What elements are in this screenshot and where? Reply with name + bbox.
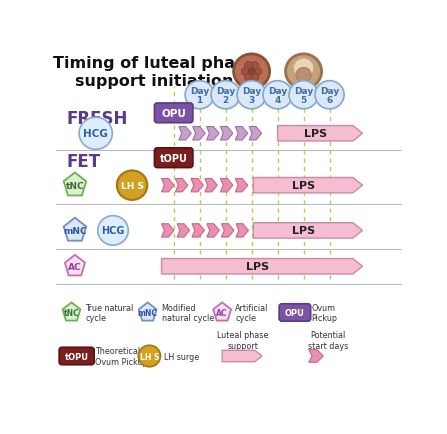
- Polygon shape: [192, 224, 204, 237]
- FancyBboxPatch shape: [154, 104, 193, 123]
- Circle shape: [185, 82, 214, 109]
- Circle shape: [293, 59, 314, 79]
- Polygon shape: [207, 224, 219, 237]
- Polygon shape: [139, 303, 156, 321]
- Circle shape: [263, 82, 292, 109]
- Polygon shape: [63, 303, 80, 321]
- Polygon shape: [63, 173, 86, 196]
- Polygon shape: [235, 127, 248, 141]
- Polygon shape: [220, 127, 233, 141]
- Text: OPU: OPU: [161, 108, 186, 118]
- Circle shape: [117, 171, 148, 201]
- Text: Artificial
cycle: Artificial cycle: [235, 303, 269, 322]
- FancyBboxPatch shape: [154, 148, 193, 168]
- Text: mNC: mNC: [138, 308, 158, 317]
- FancyBboxPatch shape: [59, 348, 94, 365]
- Text: Modified
natural cycle: Modified natural cycle: [161, 303, 214, 322]
- Circle shape: [241, 68, 249, 76]
- Circle shape: [315, 82, 344, 109]
- Text: Day
4: Day 4: [268, 86, 287, 105]
- Circle shape: [138, 345, 160, 367]
- Polygon shape: [235, 179, 248, 192]
- Text: Day
3: Day 3: [242, 86, 261, 105]
- Circle shape: [289, 82, 318, 109]
- Text: Potential
start days: Potential start days: [308, 330, 348, 350]
- Text: LPS: LPS: [291, 226, 315, 236]
- Text: LPS: LPS: [246, 262, 269, 272]
- Text: Theoretical
Ovum Pickup: Theoretical Ovum Pickup: [95, 346, 148, 366]
- Text: Day
6: Day 6: [320, 86, 339, 105]
- Polygon shape: [222, 351, 262, 362]
- Text: mNC: mNC: [63, 227, 87, 235]
- Text: tOPU: tOPU: [65, 352, 89, 361]
- Polygon shape: [207, 127, 219, 141]
- Text: LH S: LH S: [121, 181, 143, 190]
- Polygon shape: [63, 218, 86, 241]
- Text: LH S: LH S: [140, 352, 159, 361]
- Polygon shape: [175, 179, 188, 192]
- Circle shape: [251, 62, 259, 70]
- Circle shape: [98, 216, 128, 246]
- Circle shape: [248, 69, 255, 76]
- Polygon shape: [220, 179, 233, 192]
- Polygon shape: [221, 224, 234, 237]
- Text: tNC: tNC: [66, 181, 84, 190]
- Circle shape: [237, 82, 266, 109]
- Polygon shape: [65, 255, 85, 276]
- Text: LPS: LPS: [304, 129, 327, 139]
- Text: Day
1: Day 1: [190, 86, 209, 105]
- Text: FRESH: FRESH: [66, 110, 128, 128]
- Polygon shape: [205, 179, 217, 192]
- Text: Day
5: Day 5: [294, 86, 313, 105]
- Text: AC: AC: [68, 262, 82, 271]
- Circle shape: [254, 68, 262, 76]
- Text: HCG: HCG: [83, 129, 108, 139]
- Circle shape: [211, 82, 240, 109]
- Polygon shape: [253, 178, 363, 194]
- Text: tNC: tNC: [63, 308, 79, 317]
- Polygon shape: [236, 224, 249, 237]
- Circle shape: [240, 60, 264, 84]
- Polygon shape: [191, 179, 203, 192]
- Circle shape: [286, 55, 321, 89]
- Polygon shape: [249, 127, 261, 141]
- Text: LH surge: LH surge: [164, 352, 199, 361]
- Polygon shape: [179, 127, 191, 141]
- Text: Day
2: Day 2: [216, 86, 235, 105]
- Circle shape: [245, 62, 253, 70]
- Circle shape: [296, 68, 311, 83]
- Circle shape: [234, 55, 270, 89]
- Text: AC: AC: [216, 308, 228, 317]
- Polygon shape: [161, 259, 363, 274]
- Circle shape: [251, 74, 259, 82]
- Polygon shape: [309, 350, 323, 362]
- FancyBboxPatch shape: [279, 304, 311, 322]
- Text: tOPU: tOPU: [160, 153, 188, 163]
- Polygon shape: [161, 224, 174, 237]
- Polygon shape: [278, 126, 363, 141]
- Circle shape: [245, 74, 253, 82]
- Polygon shape: [253, 223, 363, 239]
- Text: FET: FET: [66, 153, 101, 171]
- Polygon shape: [177, 224, 190, 237]
- Circle shape: [79, 118, 112, 150]
- Text: LPS: LPS: [291, 181, 315, 191]
- Text: Ovum
Pickup: Ovum Pickup: [312, 303, 337, 322]
- Text: OPU: OPU: [285, 308, 305, 317]
- Text: Luteal phase
support: Luteal phase support: [217, 330, 269, 350]
- Polygon shape: [161, 179, 174, 192]
- Polygon shape: [213, 303, 231, 321]
- Polygon shape: [193, 127, 205, 141]
- Text: Timing of luteal phase
support initiation: Timing of luteal phase support initiatio…: [54, 56, 256, 89]
- Text: True natural
cycle: True natural cycle: [85, 303, 134, 322]
- Text: HCG: HCG: [101, 226, 125, 236]
